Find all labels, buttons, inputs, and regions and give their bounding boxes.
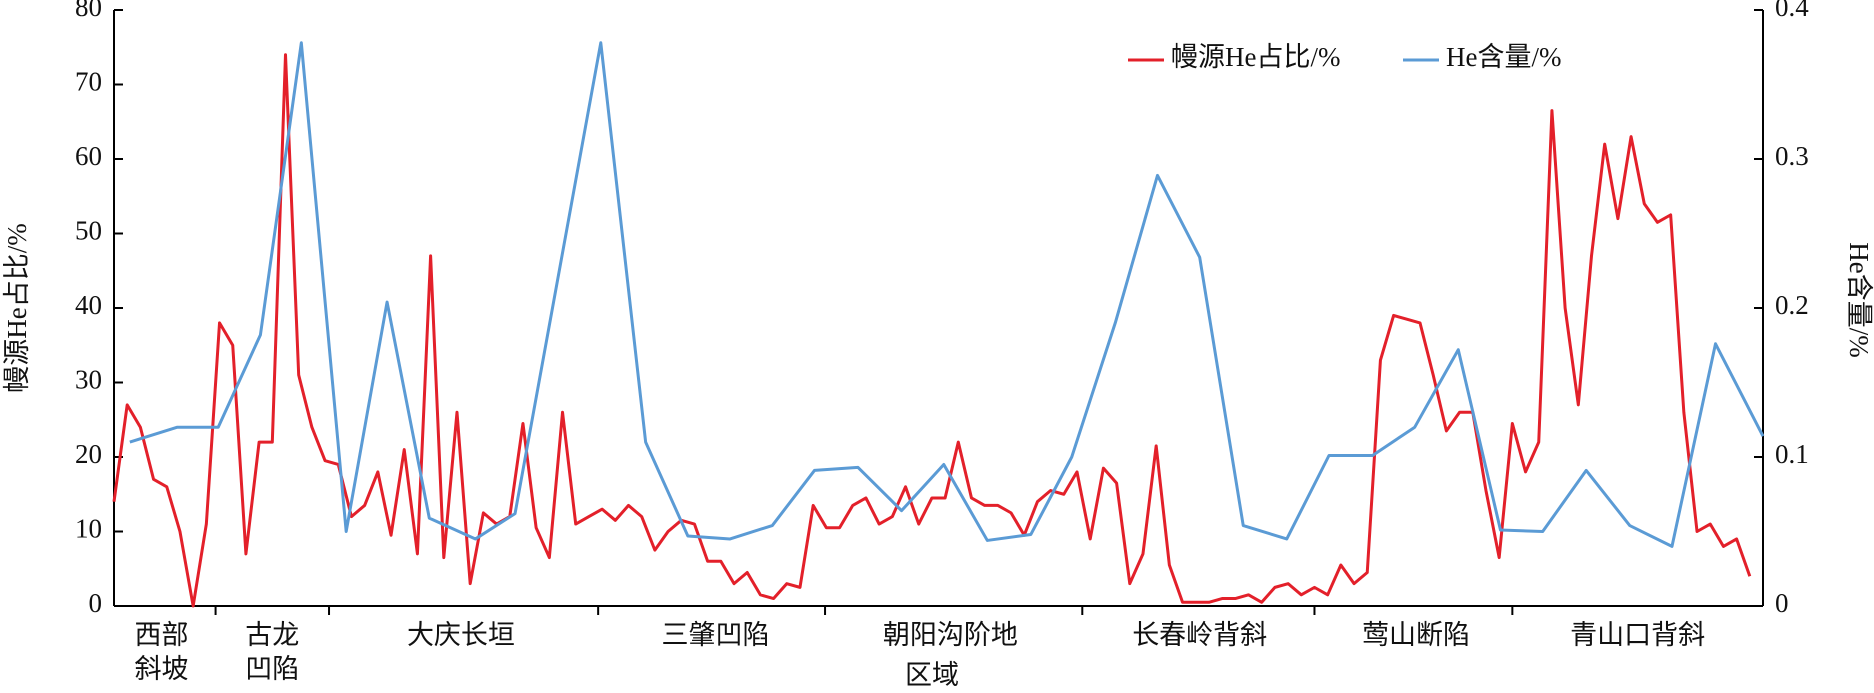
y2-tick-label: 0.2 (1775, 290, 1809, 320)
data-line (112, 53, 1752, 608)
region-label: 古龙 (245, 620, 299, 650)
y-axis-title: 幔源He占比/% (2, 223, 32, 392)
region-label: 朝阳沟阶地 (883, 620, 1018, 650)
y-tick-label: 60 (75, 141, 102, 171)
y-tick-label: 80 (75, 0, 102, 22)
y2-tick-label: 0.4 (1775, 0, 1809, 22)
region-label: 长春岭背斜 (1132, 620, 1267, 650)
y-tick-label: 10 (75, 514, 102, 544)
data-line (129, 41, 1765, 548)
region-label: 凹陷 (245, 654, 299, 684)
region-label: 斜坡 (134, 654, 188, 684)
region-label: 三肇凹陷 (662, 620, 770, 650)
y2-tick-label: 0.1 (1775, 439, 1809, 469)
y2-tick-label: 0.3 (1775, 141, 1809, 171)
y-tick-label: 0 (89, 588, 103, 618)
y-tick-label: 50 (75, 216, 102, 246)
y-tick-label: 30 (75, 365, 102, 395)
y-tick-label: 20 (75, 439, 102, 469)
legend-label: 幔源He占比/% (1171, 42, 1340, 72)
y-tick-label: 40 (75, 290, 102, 320)
legend-label: He含量/% (1446, 42, 1561, 72)
y-tick-label: 70 (75, 67, 102, 97)
y2-tick-label: 0 (1775, 588, 1789, 618)
region-label: 莺山断陷 (1362, 620, 1470, 650)
y2-axis-title: He含量/% (1844, 242, 1874, 357)
region-label: 大庆长垣 (407, 620, 515, 650)
region-label: 西部 (134, 620, 188, 650)
region-label: 青山口背斜 (1570, 620, 1705, 650)
x-axis-title: 区域 (905, 660, 959, 690)
